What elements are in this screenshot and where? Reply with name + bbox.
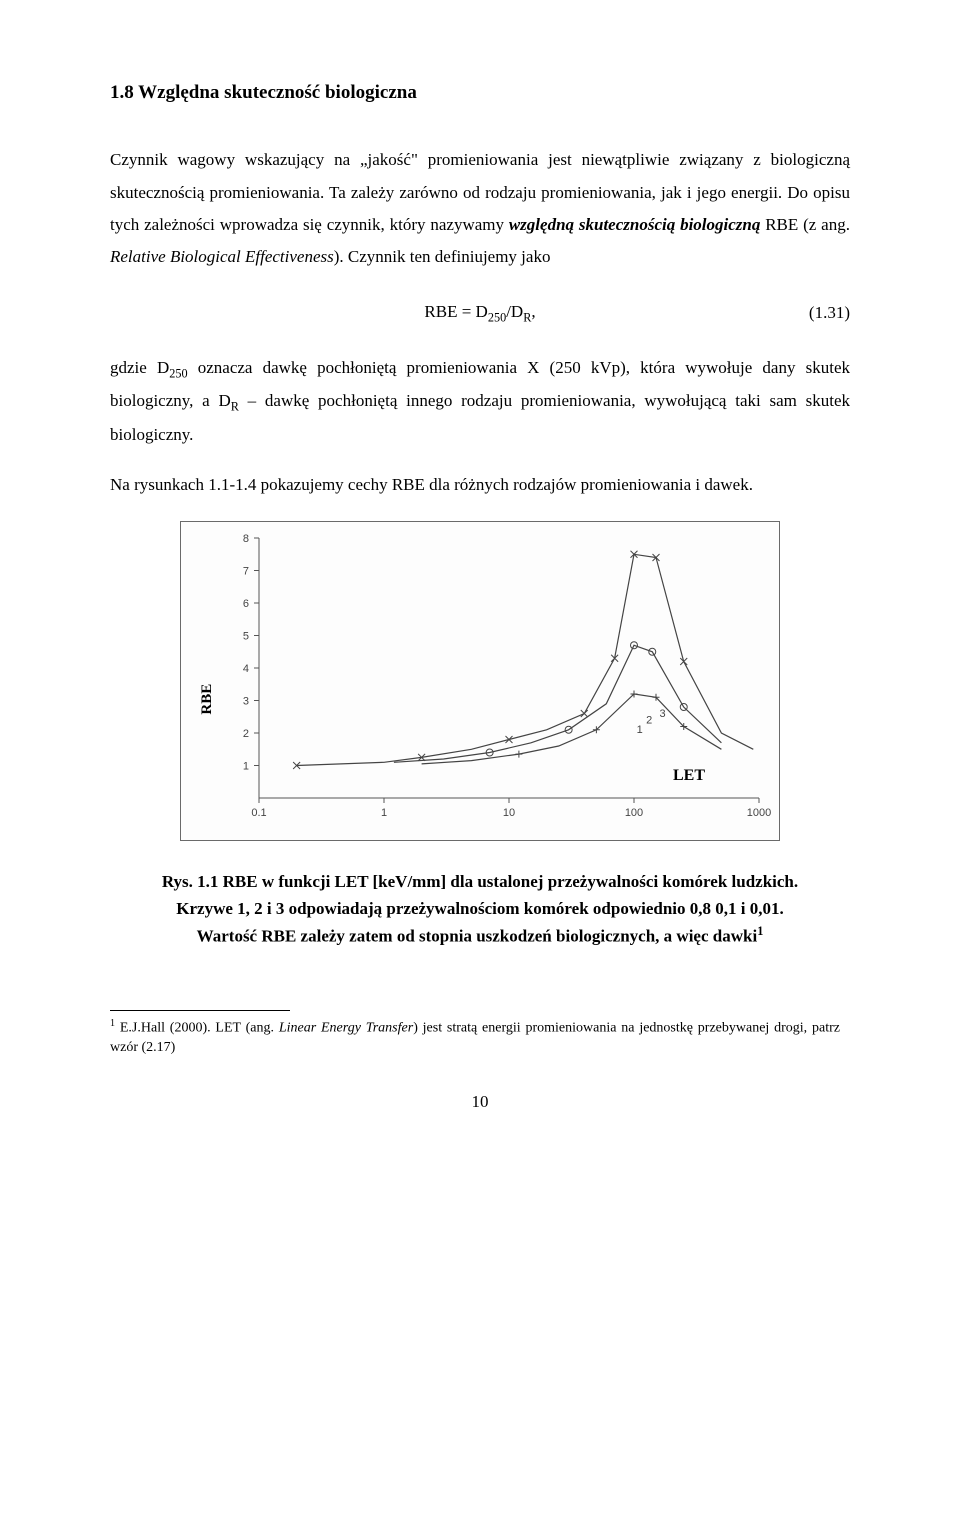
caption-footnote-ref: 1	[757, 924, 763, 938]
para1-text-c: ). Czynnik ten definiujemy jako	[334, 247, 551, 266]
svg-text:0.1: 0.1	[251, 807, 266, 819]
paragraph-3: Na rysunkach 1.1-1.4 pokazujemy cechy RB…	[110, 469, 850, 501]
svg-text:3: 3	[660, 708, 666, 720]
equation-body: RBE = D250/DR,	[424, 298, 535, 328]
svg-text:4: 4	[243, 663, 249, 675]
para2-s1: 250	[169, 366, 187, 380]
para2-s2: R	[231, 400, 239, 414]
section-heading: 1.8 Względna skuteczność biologiczna	[110, 78, 850, 108]
svg-text:8: 8	[243, 533, 249, 545]
footnote-rule	[110, 1010, 290, 1011]
svg-text:1: 1	[637, 724, 643, 736]
caption-line1: Rys. 1.1 RBE w funkcji LET [keV/mm] dla …	[162, 872, 798, 891]
footnote: 1 E.J.Hall (2000). LET (ang. Linear Ener…	[110, 1017, 850, 1058]
para2-a: gdzie D	[110, 358, 169, 377]
svg-text:100: 100	[625, 807, 643, 819]
svg-text:LET: LET	[673, 767, 705, 784]
svg-text:2: 2	[646, 715, 652, 727]
chart-svg: 123456780.11101001000123RBELET	[181, 522, 781, 842]
figure-caption: Rys. 1.1 RBE w funkcji LET [keV/mm] dla …	[118, 869, 842, 950]
para1-eng: Relative Biological Effectiveness	[110, 247, 334, 266]
footnote-a: E.J.Hall (2000). LET (ang.	[115, 1021, 279, 1036]
paragraph-2: gdzie D250 oznacza dawkę pochłoniętą pro…	[110, 352, 850, 452]
svg-text:2: 2	[243, 728, 249, 740]
svg-text:10: 10	[503, 807, 515, 819]
svg-text:3: 3	[243, 696, 249, 708]
eq-tail: ,	[531, 302, 535, 321]
para1-text-b: RBE (z ang.	[760, 215, 850, 234]
svg-text:6: 6	[243, 598, 249, 610]
svg-text:1: 1	[381, 807, 387, 819]
footnote-i: Linear Energy Transfer	[279, 1021, 413, 1036]
equation-number: (1.31)	[809, 299, 850, 326]
figure-rbe-let: 123456780.11101001000123RBELET	[180, 521, 780, 841]
equation-row: RBE = D250/DR, (1.31)	[110, 298, 850, 328]
eq-mid: /D	[506, 302, 523, 321]
svg-text:RBE: RBE	[199, 684, 215, 715]
svg-text:5: 5	[243, 631, 249, 643]
eq-lhs: RBE = D	[424, 302, 487, 321]
svg-text:1000: 1000	[747, 807, 771, 819]
eq-sub1: 250	[488, 310, 506, 324]
caption-line3: Wartość RBE zależy zatem od stopnia uszk…	[197, 927, 758, 946]
page-number: 10	[110, 1088, 850, 1115]
svg-text:7: 7	[243, 566, 249, 578]
caption-line2: Krzywe 1, 2 i 3 odpowiadają przeżywalnoś…	[176, 899, 783, 918]
para1-term: względną skutecznością biologiczną	[509, 215, 761, 234]
paragraph-1: Czynnik wagowy wskazujący na „jakość" pr…	[110, 144, 850, 273]
svg-text:1: 1	[243, 761, 249, 773]
